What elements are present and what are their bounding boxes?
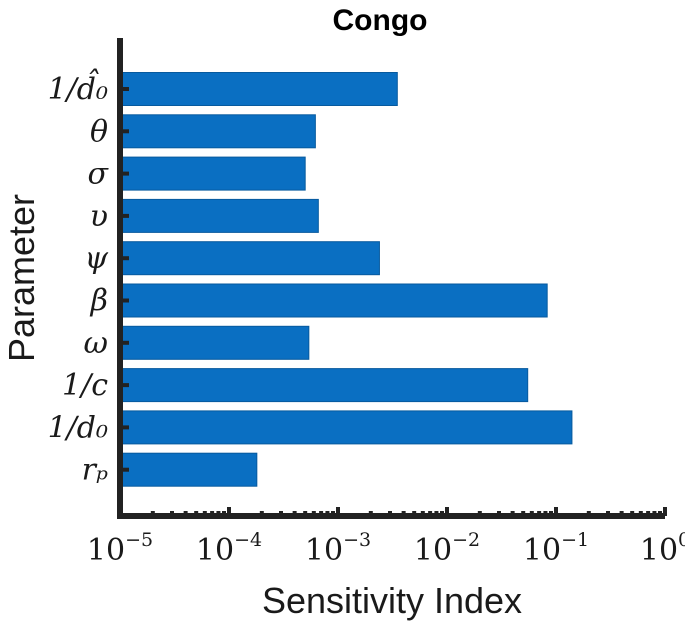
bar bbox=[119, 114, 316, 149]
minor-ticks-group bbox=[118, 507, 667, 516]
category-label: 1/c bbox=[62, 368, 108, 403]
x-tick-labels-group: 10−5 10−4 10−3 10−2 10−1 100 bbox=[87, 529, 685, 568]
x-tick-label: 10−1 bbox=[523, 529, 589, 568]
x-tick-label: 10−5 bbox=[87, 529, 153, 568]
y-axis-label: Parameter bbox=[1, 194, 42, 362]
category-label: ω bbox=[84, 326, 108, 361]
x-tick-label: 10−3 bbox=[305, 529, 371, 568]
bar bbox=[119, 368, 529, 403]
category-label: β bbox=[90, 284, 108, 319]
category-label: σ bbox=[88, 157, 110, 192]
axes-group bbox=[117, 38, 665, 519]
category-label: 1/d₀ bbox=[48, 410, 108, 445]
category-label: rₚ bbox=[82, 453, 108, 488]
x-axis-label: Sensitivity Index bbox=[262, 580, 522, 621]
bars-group bbox=[119, 72, 573, 487]
bar bbox=[119, 198, 319, 233]
x-tick-label: 10−2 bbox=[414, 529, 480, 568]
category-label: ψ bbox=[84, 241, 108, 276]
category-label: 1/d̂₀ bbox=[48, 68, 108, 107]
x-tick-label: 100 bbox=[640, 529, 685, 568]
bar bbox=[119, 283, 548, 318]
bar bbox=[119, 156, 306, 191]
bar bbox=[119, 72, 398, 106]
chart-title: Congo bbox=[333, 4, 428, 37]
bar bbox=[119, 325, 310, 360]
category-label: υ bbox=[90, 199, 108, 234]
bar bbox=[119, 410, 573, 445]
bar bbox=[119, 452, 258, 487]
bar bbox=[119, 241, 380, 276]
category-label: θ bbox=[90, 114, 108, 149]
x-tick-label: 10−4 bbox=[196, 529, 262, 568]
